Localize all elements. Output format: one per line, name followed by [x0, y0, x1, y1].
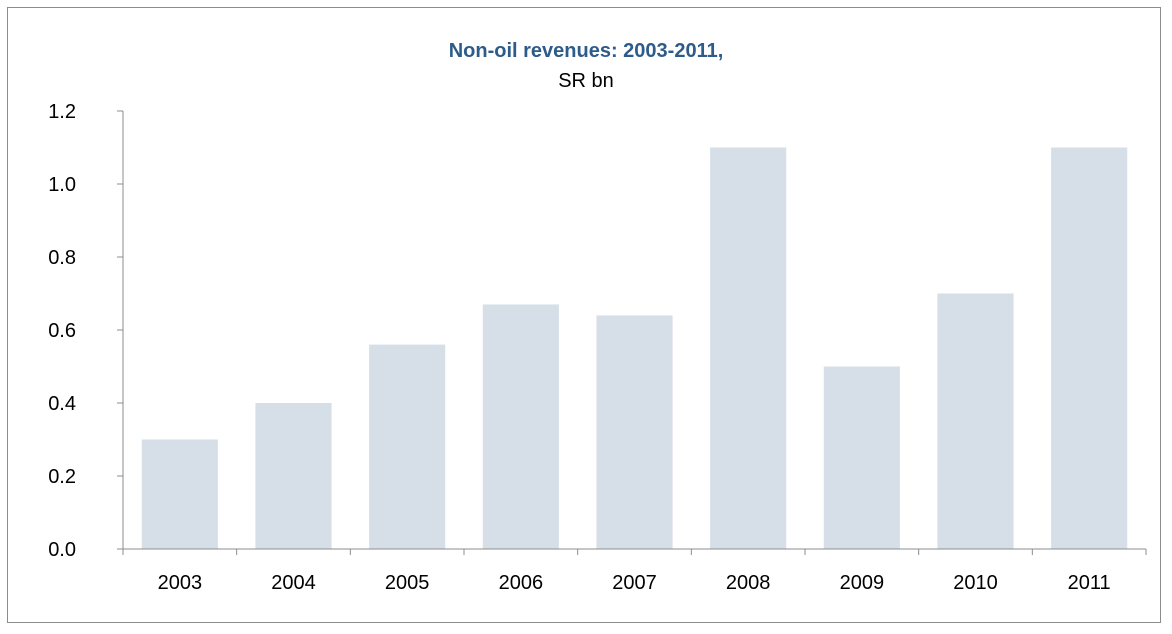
x-tick-label: 2006 — [499, 572, 544, 594]
x-tick-label: 2007 — [612, 572, 657, 594]
bar-2011 — [1051, 147, 1128, 549]
chart-subtitle: SR bn — [558, 70, 614, 92]
x-tick-label: 2003 — [158, 572, 203, 594]
bars-group — [141, 147, 1128, 549]
y-tick-label: 0.2 — [48, 466, 76, 488]
y-tick-label: 1.0 — [48, 174, 76, 196]
labels-group: 0.0 0.2 0.4 0.6 0.8 1.0 1.2 2003 2004 2005 2006 200… — [48, 101, 1110, 594]
bar-2008 — [710, 147, 787, 549]
y-tick-label: 0.6 — [48, 320, 76, 342]
bar-2005 — [369, 344, 446, 549]
axes-group — [117, 110, 1147, 555]
x-tick-label: 2009 — [840, 572, 885, 594]
x-tick-label: 2011 — [1068, 572, 1111, 594]
x-tick-label: 2004 — [271, 572, 316, 594]
y-tick-label: 0.8 — [48, 247, 76, 269]
y-tick-label: 0.0 — [48, 539, 76, 561]
y-tick-label: 0.4 — [48, 393, 76, 415]
x-tick-label: 2005 — [385, 572, 430, 594]
x-tick-label: 2010 — [953, 572, 998, 594]
bar-2006 — [482, 304, 559, 549]
bar-2010 — [937, 293, 1014, 549]
bar-2009 — [823, 366, 900, 549]
x-tick-label: 2008 — [726, 572, 771, 594]
bar-2007 — [596, 315, 673, 549]
bar-2003 — [141, 439, 218, 549]
bar-2004 — [255, 403, 332, 549]
chart-title: Non-oil revenues: 2003-2011, — [448, 40, 724, 62]
y-tick-label: 1.2 — [48, 101, 76, 123]
